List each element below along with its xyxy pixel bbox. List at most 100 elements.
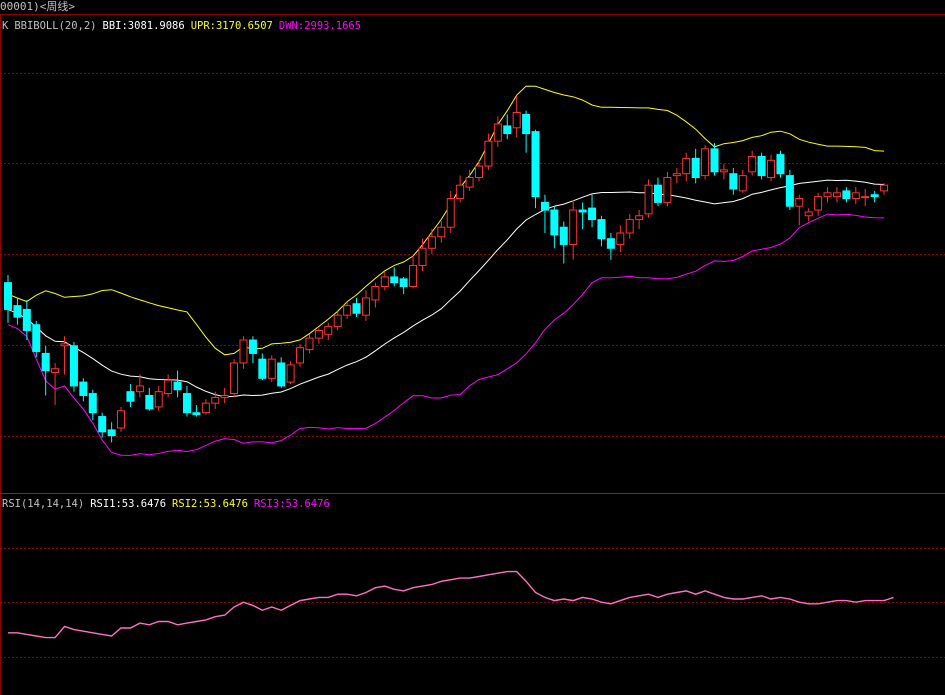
candle-body: [427, 236, 436, 249]
candle-body: [578, 209, 587, 213]
candle-body: [738, 175, 747, 192]
legend-upr: UPR:3170.6507: [190, 20, 273, 32]
candle-body: [616, 232, 625, 245]
candle-body: [814, 196, 823, 211]
candle-body: [446, 198, 455, 228]
candle-body: [135, 385, 144, 393]
candle-body: [465, 177, 474, 188]
bbi-line: [7, 179, 885, 398]
candle-body: [79, 381, 88, 396]
rsi1-line: [8, 570, 894, 639]
candle-body: [22, 308, 31, 331]
candle-body: [870, 194, 879, 198]
candle-body: [606, 238, 615, 249]
candle-body: [361, 297, 370, 316]
candle-body: [635, 215, 644, 221]
candle-body: [785, 175, 794, 207]
candle-body: [409, 264, 418, 288]
candle-body: [701, 148, 710, 177]
candle-body: [880, 184, 889, 192]
candle-body: [644, 184, 653, 215]
candle-body: [437, 226, 446, 238]
candle-body: [719, 169, 728, 173]
grid-lines: [0, 14, 945, 695]
candle-body: [230, 362, 239, 395]
upr-line: [7, 85, 885, 356]
rsi-legend-rsi3: RSI3:53.6476: [253, 498, 330, 510]
candle-body: [305, 337, 314, 351]
candle-body: [333, 314, 342, 328]
candle-body: [352, 303, 361, 314]
candle-body: [710, 148, 719, 173]
candle-body: [861, 196, 870, 199]
candle-body: [107, 429, 116, 437]
candle-body: [4, 282, 12, 310]
candle-body: [748, 155, 757, 173]
candle-body: [559, 226, 568, 245]
candle-body: [823, 192, 832, 198]
candle-body: [277, 362, 286, 387]
candle-body: [418, 247, 427, 266]
candle-body: [691, 157, 700, 179]
candle-body: [154, 391, 163, 408]
candle-body: [484, 140, 493, 167]
candle-body: [729, 173, 738, 190]
candle-body: [192, 412, 201, 416]
candle-body: [804, 211, 813, 217]
candle-body: [625, 219, 634, 234]
candle-body: [550, 209, 559, 236]
candle-body: [832, 192, 841, 198]
candle-body: [682, 157, 691, 175]
legend-indicator: BBIBOLL(20,2): [14, 20, 97, 32]
candle-body: [399, 278, 408, 288]
rsi-legend-indicator: RSI(14,14,14): [2, 498, 85, 510]
candle-body: [597, 219, 606, 240]
candle-body: [795, 198, 804, 207]
candle-body: [201, 402, 210, 414]
legend-prefix: K: [2, 20, 9, 32]
candlestick-series: [4, 95, 889, 443]
candle-body: [126, 391, 135, 402]
candle-body: [51, 368, 60, 374]
candle-body: [776, 154, 785, 175]
candle-body: [324, 326, 333, 335]
window-title: 00001)<周线>: [0, 0, 945, 14]
candle-body: [145, 394, 154, 410]
candle-body: [380, 276, 389, 288]
candle-body: [456, 184, 465, 200]
candle-body: [182, 393, 191, 414]
rsi-series: [8, 570, 894, 639]
bollinger-bands: [7, 85, 885, 456]
candle-body: [32, 324, 41, 353]
candle-body: [248, 339, 257, 354]
candle-body: [98, 416, 107, 433]
candle-body: [588, 207, 597, 221]
rsi-legend: RSI(14,14,14) RSI1:53.6476 RSI2:53.6476 RSI…: [2, 497, 336, 511]
legend-dwn: DWN:2993.1665: [278, 20, 362, 32]
candle-body: [475, 165, 483, 179]
chart-title: 00001)<周线>: [0, 0, 75, 13]
candle-body: [220, 394, 229, 398]
candle-body: [314, 329, 323, 339]
candle-body: [767, 159, 776, 179]
candle-body: [41, 352, 50, 372]
candle-body: [672, 173, 681, 177]
rsi-legend-rsi1: RSI1:53.6476: [90, 498, 167, 510]
candle-body: [296, 347, 305, 364]
candle-body: [493, 123, 502, 142]
candle-body: [757, 155, 766, 177]
candle-body: [211, 396, 220, 404]
candle-body: [88, 393, 97, 414]
candle-body: [390, 276, 399, 284]
candle-body: [117, 410, 126, 429]
candle-body: [512, 112, 521, 129]
candle-body: [173, 381, 182, 391]
candle-body: [60, 343, 69, 347]
candle-body: [540, 201, 549, 211]
candle-body: [343, 305, 352, 316]
candle-body: [503, 125, 512, 135]
candle-body: [569, 209, 578, 245]
dwn-line: [7, 213, 885, 456]
candle-body: [531, 131, 540, 198]
